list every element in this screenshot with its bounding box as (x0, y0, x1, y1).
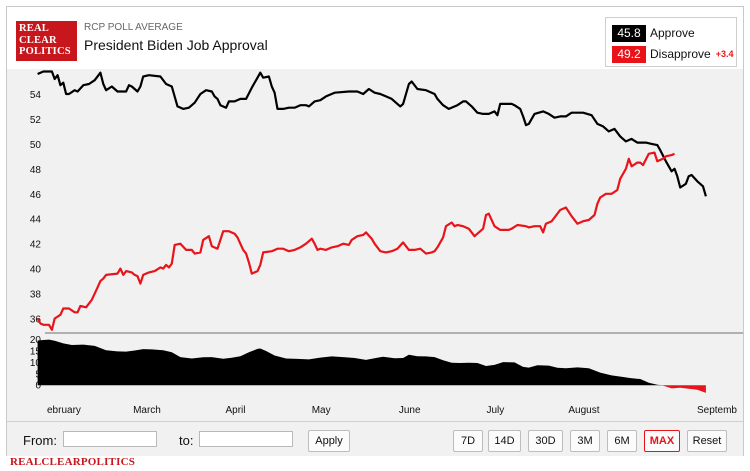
range-7d-button[interactable]: 7D (453, 430, 483, 452)
approval-chart[interactable]: 3638404244464850525405101520ebruaryMarch… (7, 69, 743, 421)
y-tick-label: 48 (30, 165, 42, 176)
series-line-approve (37, 70, 707, 197)
spread-tick-label: 10 (30, 358, 42, 369)
y-tick-label: 40 (30, 265, 42, 276)
spread-badge: +3.4 (715, 49, 734, 59)
spread-area-approve-lead (37, 339, 706, 386)
date-range-controls: From: to: Apply 7D 14D 30D 3M 6M MAX Res… (7, 421, 743, 456)
to-date-input[interactable] (199, 431, 293, 447)
series-line-disapprove (36, 151, 675, 331)
to-label: to: (179, 433, 194, 448)
from-date-input[interactable] (63, 431, 157, 447)
x-month-label: August (568, 405, 599, 416)
range-30d-button[interactable]: 30D (528, 430, 563, 452)
logo-line: REAL (19, 23, 49, 34)
plot-area[interactable]: 3638404244464850525405101520ebruaryMarch… (7, 69, 743, 421)
y-tick-label: 50 (30, 140, 42, 151)
x-month-label: March (133, 405, 161, 416)
apply-button[interactable]: Apply (308, 430, 350, 452)
spread-tick-label: 20 (30, 335, 42, 346)
legend-disapprove: 49.2 Disapprove +3.4 (612, 45, 733, 63)
legend-approve: 45.8 Approve (612, 24, 695, 42)
x-month-label: July (487, 405, 505, 416)
chart-frame: REAL CLEAR POLITICS RCP POLL AVERAGE Pre… (6, 6, 744, 456)
chart-kicker: RCP POLL AVERAGE (84, 22, 183, 33)
reset-button[interactable]: Reset (687, 430, 727, 452)
approve-label: Approve (650, 26, 695, 40)
disapprove-value-badge: 49.2 (612, 45, 646, 63)
rcp-logo: REAL CLEAR POLITICS (16, 21, 77, 61)
legend: 45.8 Approve 49.2 Disapprove +3.4 (605, 17, 737, 67)
y-tick-label: 44 (30, 215, 42, 226)
logo-line: POLITICS (19, 46, 71, 57)
range-14d-button[interactable]: 14D (488, 430, 521, 452)
y-tick-label: 46 (30, 190, 42, 201)
y-tick-label: 42 (30, 240, 42, 251)
y-tick-label: 38 (30, 290, 42, 301)
x-month-label: April (225, 405, 245, 416)
logo-line: CLEAR (19, 34, 57, 46)
chart-title: President Biden Job Approval (84, 37, 268, 53)
y-tick-label: 54 (30, 90, 42, 101)
from-label: From: (23, 433, 57, 448)
y-tick-label: 52 (30, 115, 42, 126)
x-month-label: Septemb (697, 405, 737, 416)
spread-tick-label: 0 (35, 381, 41, 392)
disapprove-label: Disapprove (650, 47, 711, 61)
x-month-label: ebruary (47, 405, 81, 416)
range-3m-button[interactable]: 3M (570, 430, 600, 452)
x-month-label: June (399, 405, 421, 416)
spread-tick-label: 15 (30, 346, 42, 357)
x-month-label: May (312, 405, 331, 416)
y-tick-label: 36 (30, 315, 42, 326)
approve-value-badge: 45.8 (612, 24, 646, 42)
range-max-button[interactable]: MAX (644, 430, 680, 452)
footer-brand: REALCLEARPOLITICS (10, 456, 136, 468)
chart-header: REAL CLEAR POLITICS RCP POLL AVERAGE Pre… (7, 7, 743, 69)
spread-area-disapprove-lead (37, 385, 706, 393)
range-6m-button[interactable]: 6M (607, 430, 637, 452)
